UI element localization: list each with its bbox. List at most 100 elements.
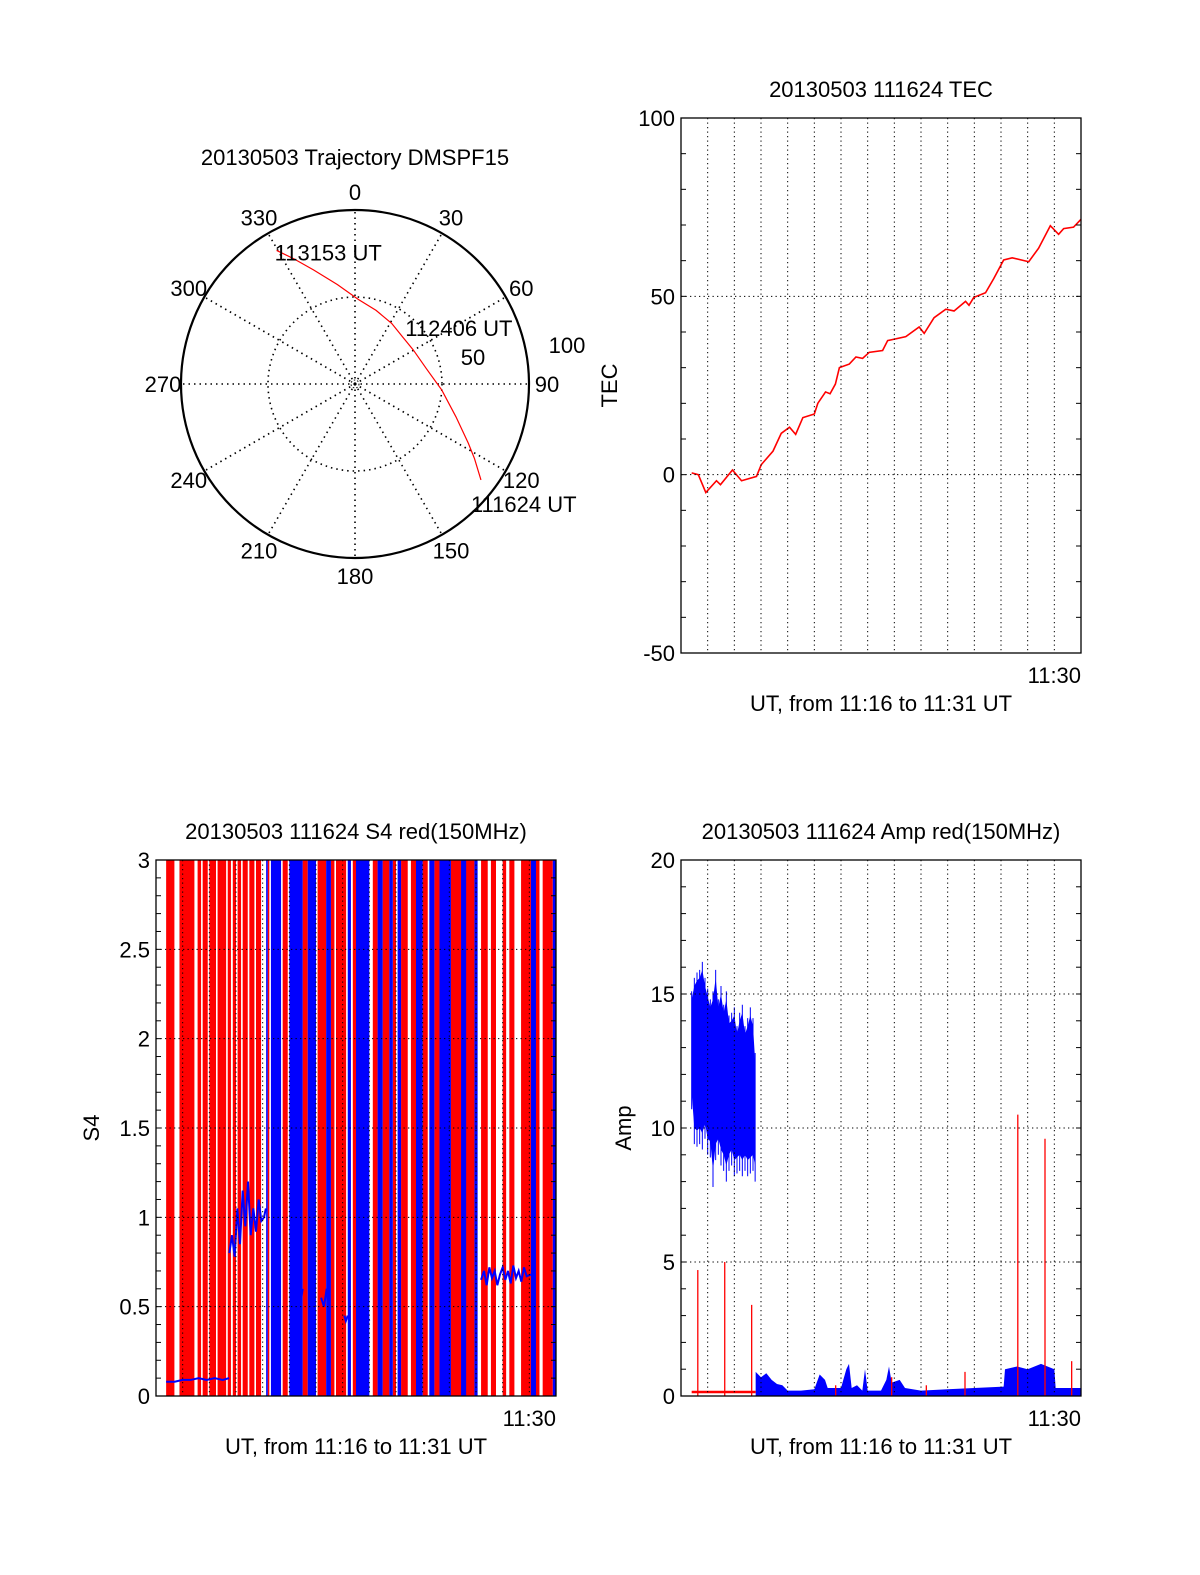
s4-line-segment xyxy=(343,1315,349,1325)
polar-trajectory-chart: 20130503 Trajectory DMSPF15 0 30 60 90 120 15… xyxy=(145,145,586,589)
y-tick-label: 2.5 xyxy=(119,937,150,962)
angle-label: 330 xyxy=(241,206,278,231)
saturated-band xyxy=(249,860,255,1396)
saturated-band xyxy=(202,860,208,1396)
saturated-band xyxy=(434,860,440,1396)
polar-spoke xyxy=(354,232,443,385)
polar-spoke xyxy=(203,296,356,385)
plot-frame xyxy=(155,859,557,1397)
y-tick-label: 3 xyxy=(138,848,150,873)
s4-line-segment xyxy=(166,1377,230,1383)
saturated-band xyxy=(481,860,488,1396)
x-tick-label: 11:30 xyxy=(1028,1406,1081,1431)
polar-spoke xyxy=(354,383,443,536)
plot-frame xyxy=(680,117,1082,654)
y-tick-label: 0 xyxy=(138,1384,150,1409)
saturated-band xyxy=(179,860,195,1396)
tec-line xyxy=(691,218,1082,494)
polar-spoke xyxy=(267,232,356,385)
y-axis-label: Amp xyxy=(611,1105,636,1150)
saturated-band xyxy=(266,860,268,1396)
x-tick-label: 11:30 xyxy=(1028,663,1081,688)
saturated-band xyxy=(356,860,370,1396)
angle-label: 240 xyxy=(170,468,207,493)
polar-outer-ring xyxy=(179,208,531,560)
saturated-band xyxy=(372,860,378,1396)
polar-title: 20130503 Trajectory DMSPF15 xyxy=(201,145,509,170)
saturated-band xyxy=(307,860,316,1396)
y-tick-label: 100 xyxy=(638,106,675,131)
plot-frame xyxy=(680,859,1082,1397)
angle-label: 180 xyxy=(337,564,374,589)
trajectory-time-label: 111624 UT xyxy=(471,492,577,517)
angle-label: 150 xyxy=(433,538,470,563)
y-tick-label: 10 xyxy=(651,1116,675,1141)
polar-spoke xyxy=(267,383,356,536)
trajectory-time-label: 112406 UT xyxy=(405,316,512,341)
x-axis-label: UT, from 11:16 to 11:31 UT xyxy=(225,1434,487,1459)
saturated-band xyxy=(217,860,227,1396)
y-tick-label: 0 xyxy=(663,1384,675,1409)
saturated-band xyxy=(242,860,248,1396)
y-tick-label: 1 xyxy=(138,1205,150,1230)
amp-chart: 0 5 10 15 20 11:30 UT, from 11:16 to 11:31 UT A… xyxy=(611,819,1082,1459)
s4-line-segment xyxy=(480,1263,532,1286)
y-tick-label: 1.5 xyxy=(119,1116,150,1141)
saturated-band xyxy=(392,860,396,1396)
saturated-band xyxy=(416,860,423,1396)
saturated-band xyxy=(502,860,507,1396)
y-tick-label: 2 xyxy=(138,1027,150,1052)
s4-line-segment xyxy=(295,1288,304,1314)
polar-center xyxy=(350,379,360,389)
chart-title: 20130503 111624 S4 red(150MHz) xyxy=(185,819,527,844)
y-axis-label: TEC xyxy=(597,363,622,407)
angle-label: 210 xyxy=(241,538,278,563)
saturated-band xyxy=(326,860,331,1396)
polar-ring xyxy=(267,296,443,472)
angle-label: 120 xyxy=(503,468,540,493)
saturated-band xyxy=(490,860,496,1396)
y-tick-label: 15 xyxy=(651,982,675,1007)
polar-spoke xyxy=(354,296,507,385)
saturated-band xyxy=(530,860,536,1396)
chart-title: 20130503 111624 TEC xyxy=(769,77,993,102)
angle-label: 270 xyxy=(145,372,182,397)
saturated-band xyxy=(237,860,242,1396)
saturated-band xyxy=(422,860,428,1396)
angle-label: 300 xyxy=(170,276,207,301)
saturated-band xyxy=(461,860,467,1396)
y-tick-label: 0 xyxy=(663,463,675,488)
saturated-band xyxy=(317,860,327,1396)
amplitude-low-area xyxy=(755,1363,1081,1396)
saturated-band xyxy=(270,860,282,1396)
y-axis-label: S4 xyxy=(79,1115,104,1142)
angle-label: 30 xyxy=(439,206,463,231)
trajectory-line xyxy=(276,249,482,481)
radial-tick-label: 100 xyxy=(549,333,586,358)
saturated-band xyxy=(209,860,216,1396)
radial-tick-label: 50 xyxy=(461,345,485,370)
y-tick-label: 50 xyxy=(651,284,675,309)
saturated-band xyxy=(282,860,288,1396)
saturated-band xyxy=(410,860,418,1396)
polar-spoke xyxy=(203,383,356,472)
saturated-band xyxy=(429,860,435,1396)
y-tick-label: 0.5 xyxy=(119,1295,150,1320)
saturated-band xyxy=(536,860,540,1396)
saturated-band xyxy=(227,860,231,1396)
y-tick-label: 5 xyxy=(663,1250,675,1275)
s4-line-segment xyxy=(320,1288,331,1307)
saturated-band xyxy=(197,860,202,1396)
saturated-band xyxy=(347,860,351,1396)
angle-label: 90 xyxy=(535,372,559,397)
x-axis-label: UT, from 11:16 to 11:31 UT xyxy=(750,691,1012,716)
y-tick-label: -50 xyxy=(643,641,675,666)
s4-line-segment xyxy=(363,1313,371,1322)
s4-chart: 0 0.5 1 1.5 2 2.5 3 11:30 UT, from 11:16 to 11:3… xyxy=(79,819,557,1459)
x-axis-label: UT, from 11:16 to 11:31 UT xyxy=(750,1434,1012,1459)
angle-label: 0 xyxy=(349,180,361,205)
chart-title: 20130503 111624 Amp red(150MHz) xyxy=(702,819,1061,844)
trajectory-time-label: 113153 UT xyxy=(275,240,382,265)
